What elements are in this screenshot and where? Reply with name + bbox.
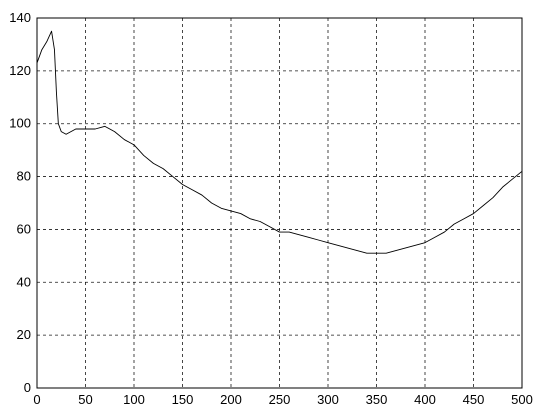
- x-tick-label-50: 50: [78, 392, 92, 407]
- tick-labels: 0 50 100 150 200 250 300 350 400 450 500 0 20 40 60 80 1…: [9, 10, 533, 407]
- y-tick-label-0: 0: [24, 380, 31, 395]
- y-tick-label-20: 20: [17, 327, 31, 342]
- x-tick-label-150: 150: [172, 392, 194, 407]
- x-tick-label-400: 400: [414, 392, 436, 407]
- x-tick-label-300: 300: [317, 392, 339, 407]
- y-tick-label-80: 80: [17, 169, 31, 184]
- y-tick-label-40: 40: [17, 274, 31, 289]
- x-tick-label-350: 350: [366, 392, 388, 407]
- x-tick-label-250: 250: [269, 392, 291, 407]
- y-tick-label-60: 60: [17, 221, 31, 236]
- y-tick-label-100: 100: [9, 116, 31, 131]
- y-tick-label-120: 120: [9, 63, 31, 78]
- y-tick-label-140: 140: [9, 10, 31, 25]
- x-tick-label-450: 450: [463, 392, 485, 407]
- series: [36, 30, 523, 254]
- grid: [37, 18, 522, 388]
- plot-frame: [36, 17, 523, 389]
- series-line: [36, 30, 523, 254]
- x-tick-label-0: 0: [33, 392, 40, 407]
- x-tick-label-500: 500: [511, 392, 533, 407]
- x-tick-label-200: 200: [220, 392, 242, 407]
- x-tick-label-100: 100: [123, 392, 145, 407]
